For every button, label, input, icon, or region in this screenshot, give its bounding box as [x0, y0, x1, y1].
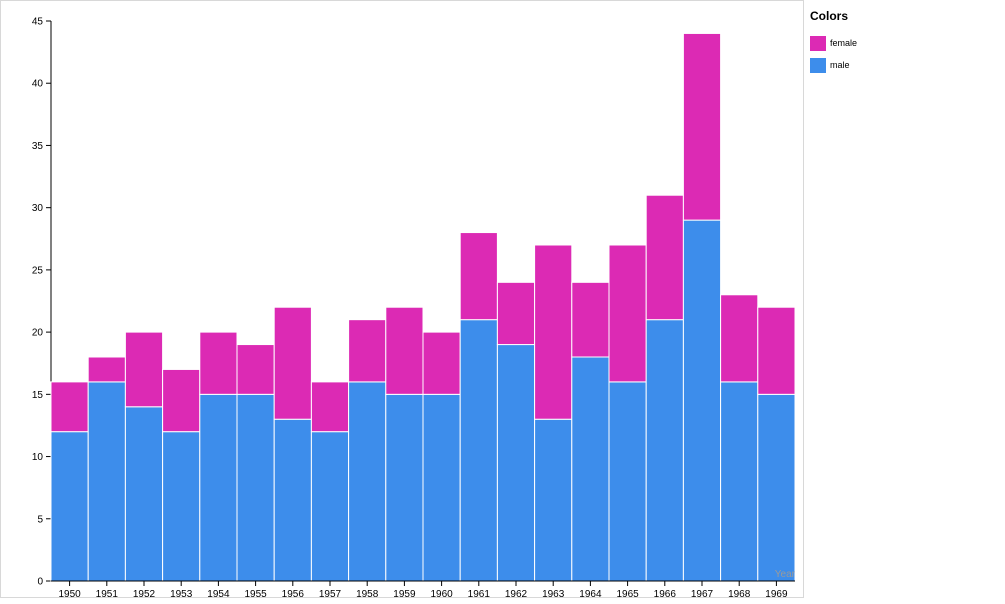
- bar-female-1969[interactable]: [757, 306, 796, 395]
- x-tick-label: 1954: [207, 589, 230, 599]
- y-tick-label: 5: [37, 514, 43, 525]
- y-tick-label: 25: [32, 265, 44, 276]
- y-tick-label: 30: [32, 203, 44, 214]
- x-tick-label: 1966: [654, 589, 677, 599]
- x-tick-label: 1960: [430, 589, 453, 599]
- x-tick-label: 1957: [319, 589, 342, 599]
- bar-male-1961[interactable]: [459, 319, 498, 582]
- y-tick-label: 45: [32, 17, 44, 28]
- bar-female-1956[interactable]: [273, 306, 312, 420]
- x-axis: 1950 1951 1952 1953 1954 1955 1956 1957 1958 1959…: [51, 580, 795, 600]
- y-tick-label: 40: [32, 79, 44, 90]
- legend-label-female: female: [830, 38, 858, 48]
- bar-male-1965[interactable]: [608, 381, 647, 582]
- bar-female-1962[interactable]: [496, 281, 536, 346]
- bar-female-1953[interactable]: [162, 368, 201, 433]
- bar-female-1955[interactable]: [236, 344, 275, 395]
- y-axis: 0 5 10 15 20 25 30 35 40 45: [32, 17, 52, 588]
- x-tick-label: 1964: [579, 589, 602, 599]
- x-tick-label: 1951: [96, 589, 119, 599]
- bar-male-1969[interactable]: [757, 393, 796, 582]
- bar-female-1959[interactable]: [385, 306, 424, 395]
- bar-female-1963[interactable]: [534, 244, 573, 420]
- bar-female-1967[interactable]: [682, 32, 722, 221]
- bars: [50, 32, 796, 582]
- x-tick-label: 1953: [170, 589, 193, 599]
- y-tick-label: 20: [32, 328, 44, 339]
- bar-female-1951[interactable]: [87, 356, 126, 383]
- bar-male-1956[interactable]: [273, 418, 312, 582]
- bar-female-1968[interactable]: [720, 294, 759, 383]
- x-tick-label: 1967: [691, 589, 714, 599]
- x-tick-label: 1965: [616, 589, 639, 599]
- chart-frame: 0 5 10 15 20 25 30 35 40 45 1950 1951 1952 1953 1954 1…: [0, 0, 804, 601]
- legend-swatch-male: [810, 57, 826, 73]
- legend-title: Colors: [810, 9, 849, 23]
- y-tick-label: 35: [32, 141, 44, 152]
- bar-male-1954[interactable]: [199, 393, 238, 582]
- legend-item-female[interactable]: female: [810, 35, 1000, 51]
- legend: Colors female male: [810, 8, 1000, 79]
- bar-male-1960[interactable]: [422, 393, 461, 582]
- bar-male-1968[interactable]: [720, 381, 759, 582]
- y-tick-label: 15: [32, 390, 44, 401]
- x-tick-label: 1952: [133, 589, 156, 599]
- bar-female-1965[interactable]: [608, 244, 647, 383]
- bar-female-1954[interactable]: [199, 331, 238, 395]
- bar-male-1964[interactable]: [571, 356, 610, 582]
- bar-female-1958[interactable]: [348, 319, 387, 383]
- y-tick-label: 10: [32, 452, 44, 463]
- bar-female-1952[interactable]: [124, 331, 164, 408]
- legend-item-male[interactable]: male: [810, 57, 1000, 73]
- bar-male-1957[interactable]: [310, 431, 350, 582]
- x-tick-label: 1962: [505, 589, 528, 599]
- bar-female-1957[interactable]: [310, 381, 350, 433]
- bar-female-1966[interactable]: [645, 194, 684, 321]
- x-tick-label: 1963: [542, 589, 565, 599]
- bar-male-1962[interactable]: [496, 344, 536, 582]
- x-tick-label: 1969: [765, 589, 788, 599]
- x-tick-label: 1958: [356, 589, 379, 599]
- bar-male-1952[interactable]: [124, 406, 164, 582]
- x-tick-label: 1950: [58, 589, 81, 599]
- bar-male-1955[interactable]: [236, 393, 275, 582]
- bar-female-1960[interactable]: [422, 331, 461, 395]
- x-tick-label: 1959: [393, 589, 416, 599]
- legend-swatch-female: [810, 35, 826, 51]
- bar-male-1953[interactable]: [162, 431, 201, 582]
- bar-male-1966[interactable]: [645, 319, 684, 582]
- bar-male-1951[interactable]: [87, 381, 126, 582]
- bar-male-1963[interactable]: [534, 418, 573, 582]
- x-tick-label: 1956: [282, 589, 305, 599]
- x-tick-label: 1968: [728, 589, 751, 599]
- x-tick-label: 1961: [468, 589, 491, 599]
- bar-male-1958[interactable]: [348, 381, 387, 582]
- bar-male-1967[interactable]: [682, 219, 722, 582]
- x-tick-label: 1955: [244, 589, 267, 599]
- bar-female-1964[interactable]: [571, 281, 610, 358]
- bar-male-1959[interactable]: [385, 393, 424, 582]
- legend-label-male: male: [830, 60, 850, 70]
- bar-male-1950[interactable]: [50, 431, 89, 582]
- bar-female-1950[interactable]: [50, 381, 89, 433]
- x-axis-label: Year: [775, 569, 796, 580]
- y-tick-label: 0: [37, 577, 43, 588]
- bar-female-1961[interactable]: [459, 232, 498, 321]
